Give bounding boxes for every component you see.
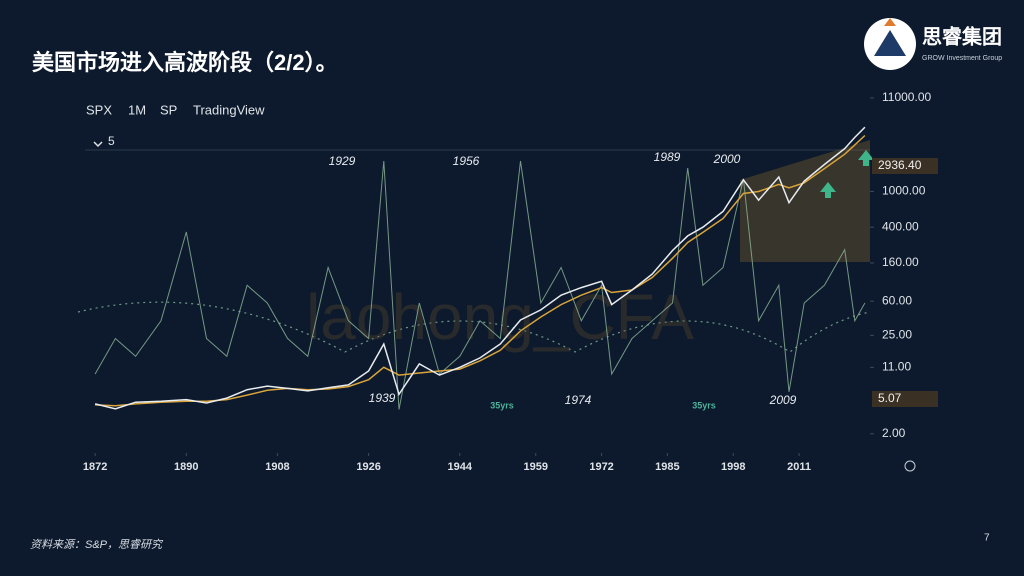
y-tick-label: 11.00	[882, 359, 911, 373]
settings-icon[interactable]	[904, 460, 916, 472]
x-tick-label: 1926	[356, 461, 380, 473]
page-number: 7	[984, 533, 990, 544]
y-tick-label: 60.00	[882, 293, 912, 307]
logo-subtitle: GROW Investment Group	[922, 55, 1002, 62]
price-tag	[872, 158, 938, 174]
y-tick-label: 25.00	[882, 327, 912, 341]
series-line	[94, 160, 866, 410]
x-tick-label: 1998	[721, 461, 745, 473]
logo-shape	[874, 30, 906, 56]
logo-name: 思睿集团	[922, 24, 1002, 48]
x-tick-label: 1944	[448, 461, 473, 473]
x-tick-label: 1908	[265, 461, 289, 473]
x-tick-label: 2011	[787, 461, 811, 473]
y-tick-label: 11000.00	[882, 90, 931, 104]
y-tick-label: 2.00	[882, 426, 906, 440]
logo-accent	[884, 18, 896, 26]
chevron-icon	[93, 141, 103, 148]
y-tick-label: 400.00	[882, 219, 919, 233]
arrow-icon	[858, 150, 874, 166]
shaded-region	[740, 140, 870, 262]
annotation: 1929	[329, 154, 356, 168]
price-label: 5.07	[878, 391, 902, 405]
watermark: laohong_CFA	[306, 281, 694, 353]
annotation: 1956	[453, 154, 480, 168]
annotation: 1974	[565, 393, 592, 407]
slide-title: 美国市场进入高波阶段（2/2）。	[32, 50, 338, 75]
x-tick-label: 1890	[174, 461, 198, 473]
arrow-icon	[820, 182, 836, 198]
annotation: 1939	[369, 391, 396, 405]
price-tag	[872, 391, 938, 407]
chart-header-item: TradingView	[193, 102, 265, 117]
chart-header-item: SPX	[86, 102, 112, 117]
annotation: 35yrs	[490, 400, 514, 410]
annotation: 2000	[713, 152, 741, 166]
series-line	[95, 134, 866, 407]
chart-header-item: 1M	[128, 102, 146, 117]
x-tick-label: 1972	[589, 461, 613, 473]
series-line	[94, 126, 866, 410]
x-tick-label: 1872	[83, 461, 107, 473]
x-tick-label: 1985	[655, 461, 679, 473]
x-tick-label: 1959	[523, 461, 547, 473]
interval-badge: 5	[108, 134, 115, 148]
annotation: 2009	[769, 393, 797, 407]
annotation: 35yrs	[692, 400, 716, 410]
y-tick-label: 1000.00	[882, 184, 926, 198]
price-label: 2936.40	[878, 158, 922, 172]
annotation: 1989	[654, 150, 681, 164]
chart-header-item: SP	[160, 102, 177, 117]
y-tick-label: 160.00	[882, 255, 919, 269]
source-note: 资料来源：S&P，思睿研究	[30, 538, 164, 551]
